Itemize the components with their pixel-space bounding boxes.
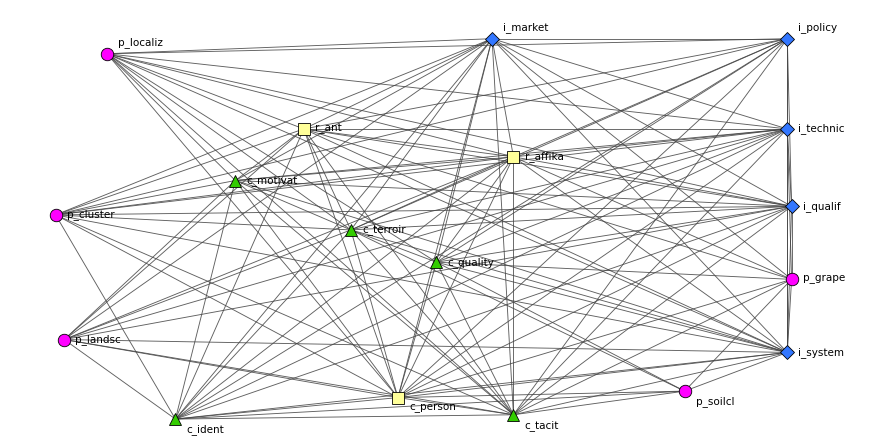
Text: p_cluster: p_cluster bbox=[67, 210, 115, 220]
Text: i_market: i_market bbox=[503, 22, 548, 34]
Text: c_motivat: c_motivat bbox=[247, 175, 298, 186]
Text: i_qualif: i_qualif bbox=[803, 201, 840, 212]
Text: r_affika: r_affika bbox=[524, 152, 563, 162]
Text: i_technic: i_technic bbox=[798, 123, 845, 135]
Text: c_tacit: c_tacit bbox=[524, 420, 559, 431]
Text: c_person: c_person bbox=[409, 403, 456, 413]
Text: r_ant: r_ant bbox=[315, 124, 342, 134]
Text: p_grape: p_grape bbox=[803, 274, 845, 284]
Text: p_soilcl: p_soilcl bbox=[696, 396, 734, 407]
Text: p_localiz: p_localiz bbox=[118, 38, 163, 48]
Text: c_quality: c_quality bbox=[448, 257, 495, 268]
Text: c_ident: c_ident bbox=[187, 424, 224, 435]
Text: c_terroir: c_terroir bbox=[362, 224, 406, 236]
Text: i_policy: i_policy bbox=[798, 22, 837, 34]
Text: p_landsc: p_landsc bbox=[76, 334, 121, 345]
Text: i_system: i_system bbox=[798, 347, 845, 358]
